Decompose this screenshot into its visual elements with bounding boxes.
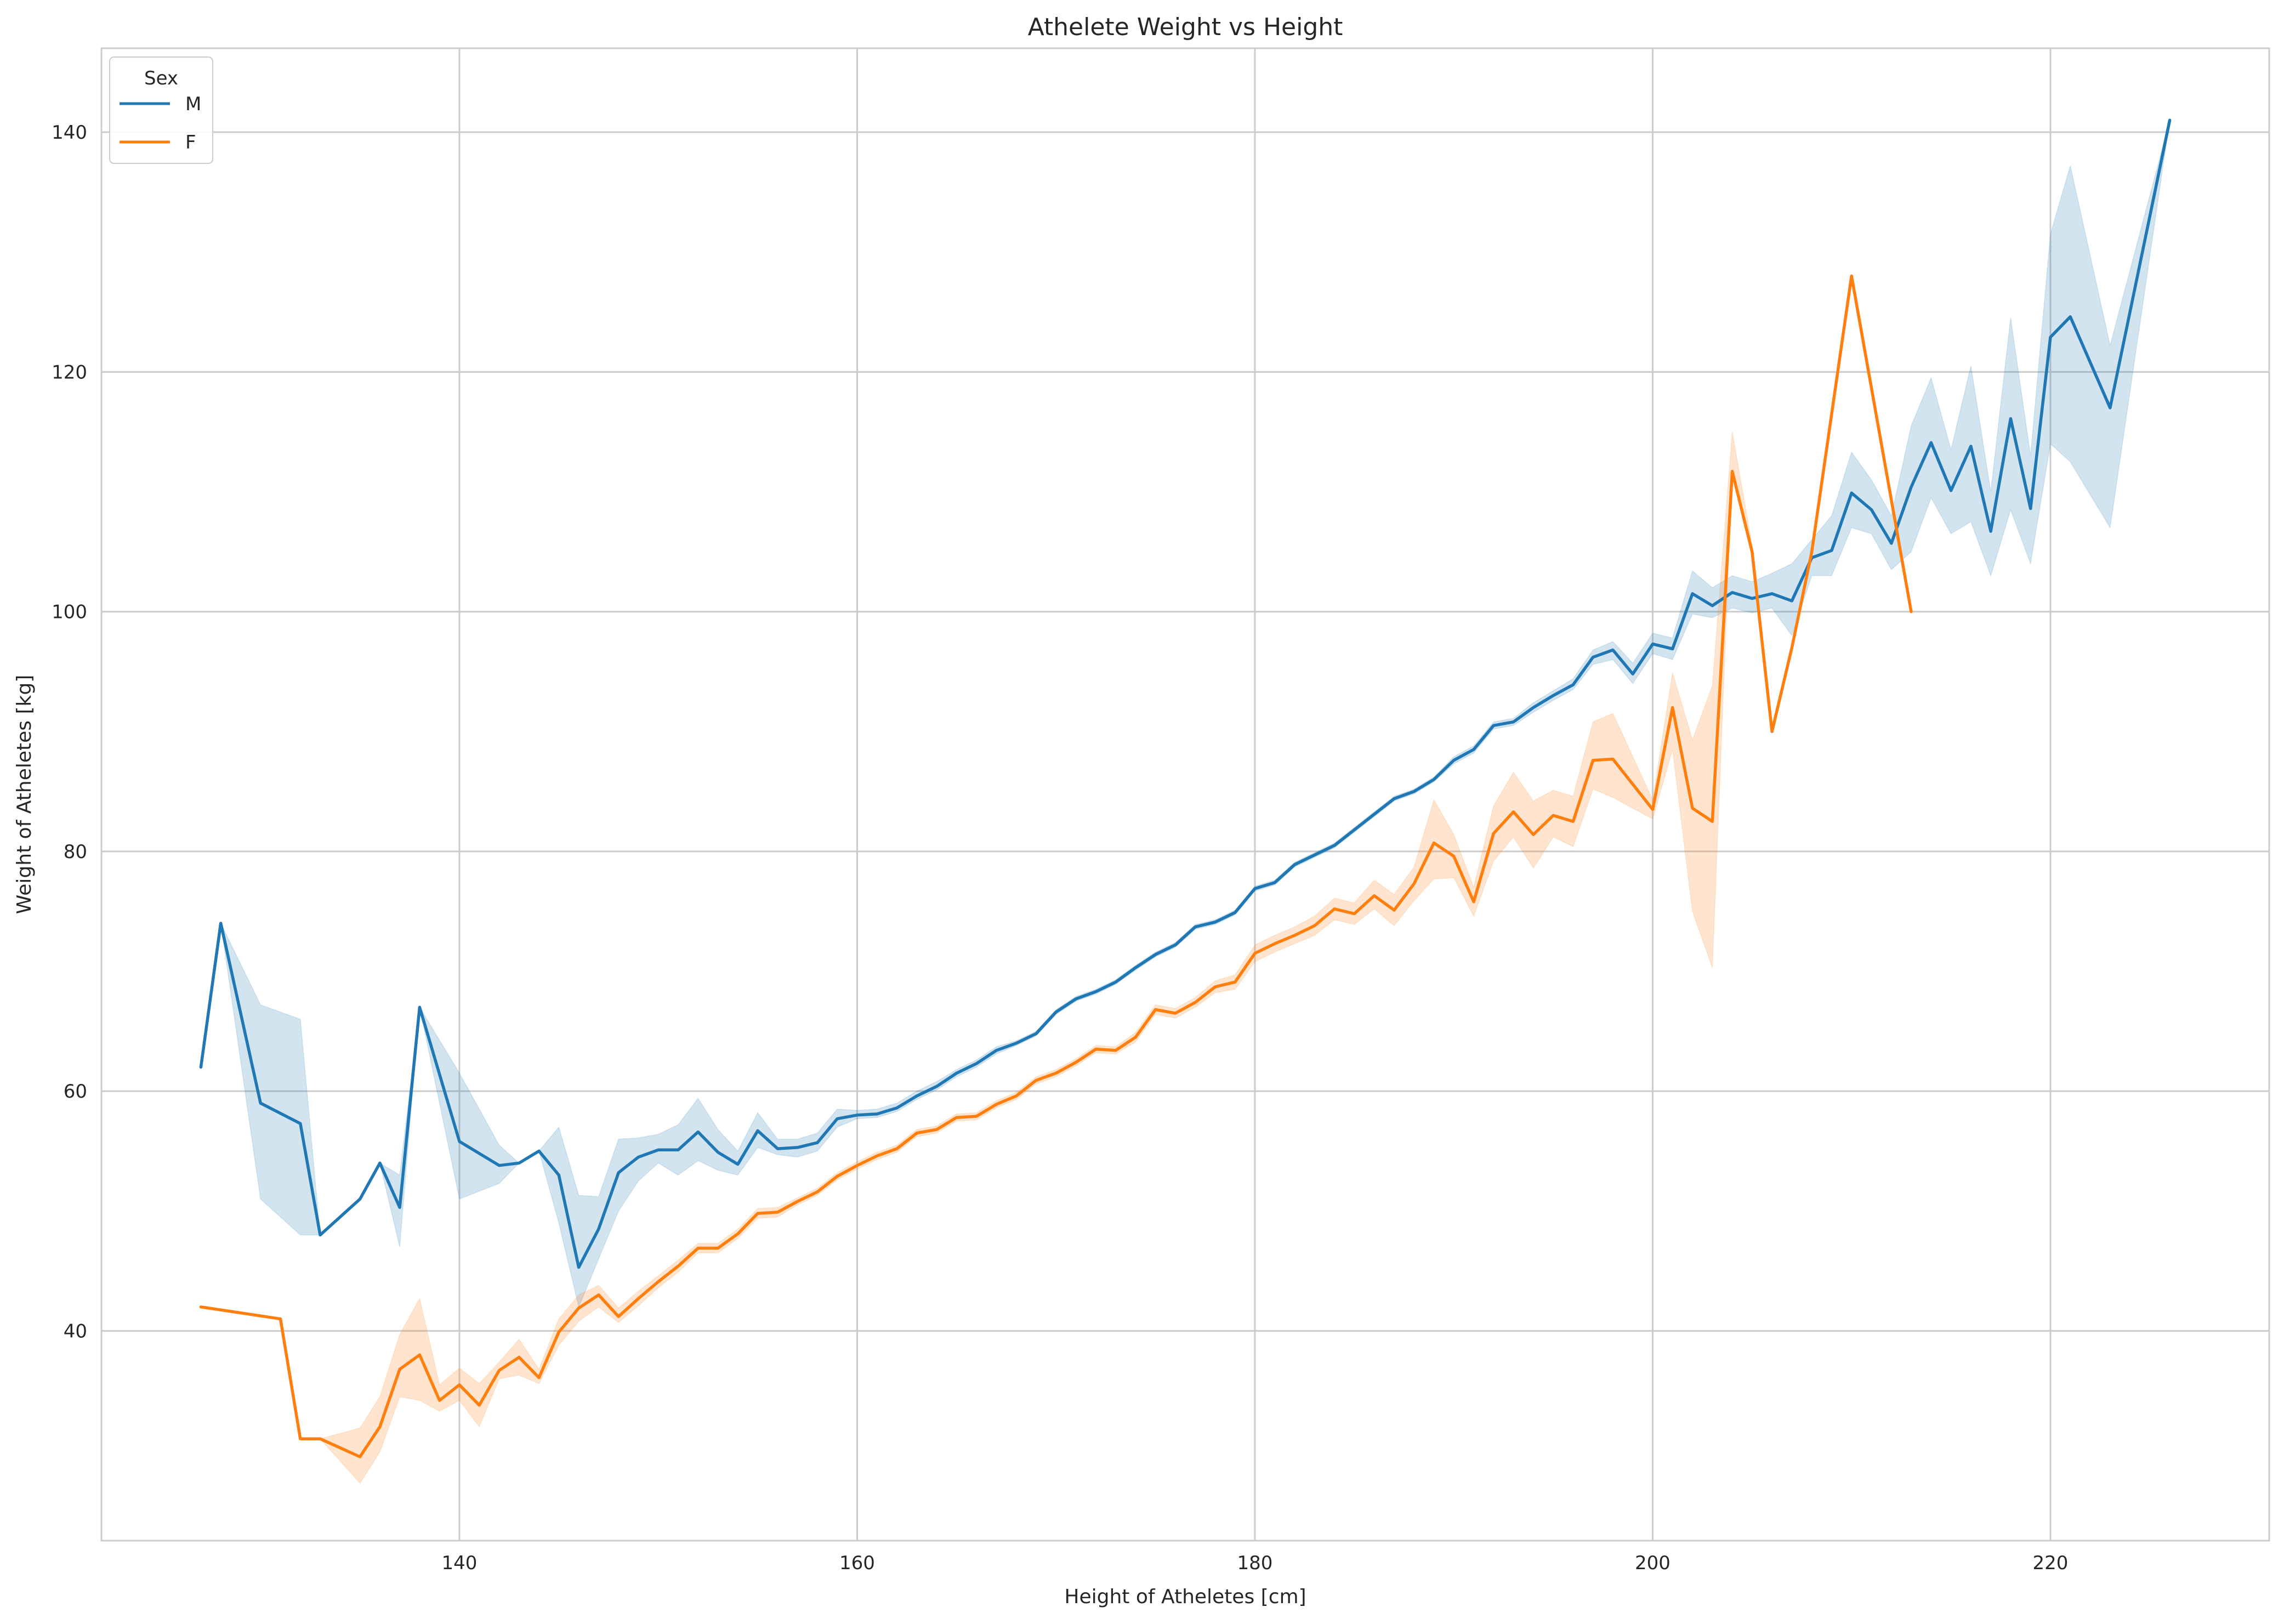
grid-lines bbox=[101, 48, 2269, 1541]
tick-labels: 140 160 180 200 220 40 60 80 100 120 140 bbox=[52, 122, 2068, 1574]
plot-frame bbox=[100, 47, 2270, 1542]
series-lines bbox=[199, 118, 2172, 1458]
legend: Sex M F bbox=[109, 56, 213, 164]
y-tick-label: 120 bbox=[52, 361, 87, 383]
y-axis-title: Weight of Atheletes [kg] bbox=[13, 675, 36, 914]
series-f-line bbox=[199, 274, 1913, 1458]
x-tick-label: 140 bbox=[442, 1552, 478, 1574]
y-tick-label: 140 bbox=[52, 122, 87, 144]
x-tick-label: 160 bbox=[839, 1552, 875, 1574]
y-tick-label: 80 bbox=[64, 841, 87, 863]
x-tick-label: 180 bbox=[1237, 1552, 1273, 1574]
x-axis-title: Height of Atheletes [cm] bbox=[1064, 1586, 1306, 1608]
legend-label-f: F bbox=[185, 132, 196, 154]
y-tick-label: 40 bbox=[64, 1320, 87, 1342]
legend-label-m: M bbox=[185, 93, 201, 115]
y-tick-label: 60 bbox=[64, 1081, 87, 1103]
legend-title: Sex bbox=[144, 67, 178, 89]
chart-title: Athelete Weight vs Height bbox=[1028, 13, 1343, 41]
x-tick-label: 200 bbox=[1635, 1552, 1671, 1574]
x-tick-label: 220 bbox=[2033, 1552, 2069, 1574]
y-tick-label: 100 bbox=[52, 601, 87, 623]
legend-box bbox=[109, 56, 213, 164]
plot-area bbox=[101, 48, 2269, 1541]
